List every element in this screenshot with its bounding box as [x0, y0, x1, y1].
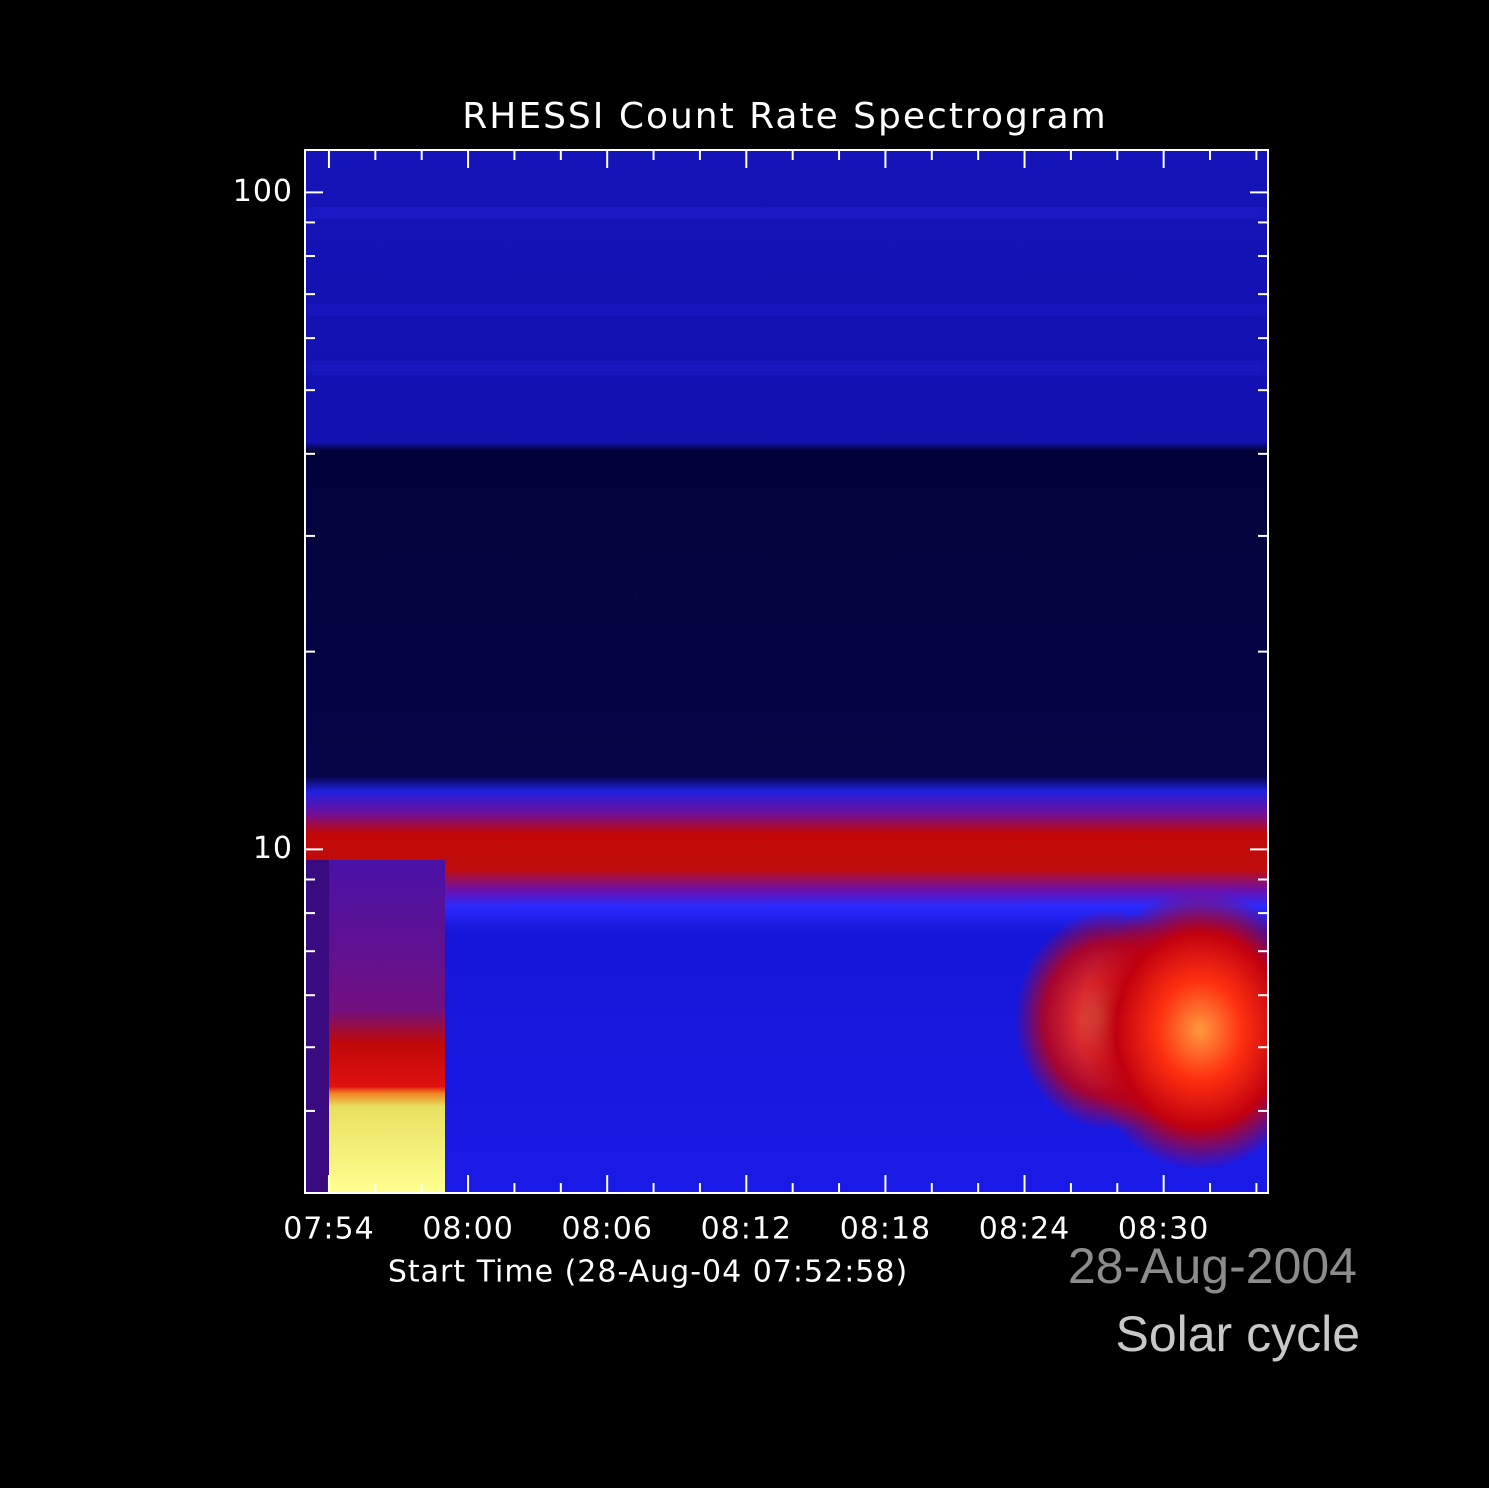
y-tick-label: 10: [253, 831, 293, 866]
plot-frame: [304, 149, 1269, 1194]
x-tick-label: 08:24: [979, 1212, 1070, 1247]
x-axis-label: Start Time (28-Aug-04 07:52:58): [388, 1255, 908, 1290]
x-tick-label: 07:54: [283, 1212, 374, 1247]
chart-title: RHESSI Count Rate Spectrogram: [462, 96, 1108, 137]
x-tick-label: 08:18: [840, 1212, 931, 1247]
x-tick-label: 08:12: [701, 1212, 792, 1247]
x-tick-label: 08:06: [561, 1212, 652, 1247]
spectrogram-image: [305, 150, 1268, 1193]
x-tick-label: 08:00: [422, 1212, 513, 1247]
y-tick-label: 100: [233, 174, 293, 209]
date-annotation: 28-Aug-2004: [1068, 1238, 1357, 1294]
caption-annotation: Solar cycle: [1115, 1306, 1360, 1362]
x-tick-label: 08:30: [1118, 1212, 1209, 1247]
